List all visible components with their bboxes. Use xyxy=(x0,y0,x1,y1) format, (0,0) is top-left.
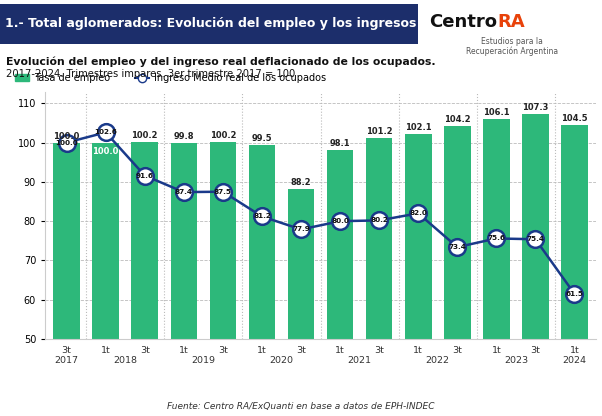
Text: 2019: 2019 xyxy=(191,356,216,364)
Text: 3t: 3t xyxy=(218,346,228,355)
Text: Estudios para la: Estudios para la xyxy=(481,37,542,46)
Text: 1t: 1t xyxy=(179,346,188,355)
Text: 80.2: 80.2 xyxy=(370,218,388,223)
Bar xyxy=(170,144,197,416)
Text: 1t: 1t xyxy=(335,346,345,355)
Text: 1t: 1t xyxy=(257,346,267,355)
Text: 98.1: 98.1 xyxy=(330,139,350,148)
Bar xyxy=(54,143,80,416)
Bar xyxy=(288,189,314,416)
Text: 88.2: 88.2 xyxy=(291,178,311,187)
Text: 1t: 1t xyxy=(101,346,111,355)
Text: 2017-2024. Trimestres impares. 3er trimestre 2017 = 100: 2017-2024. Trimestres impares. 3er trime… xyxy=(6,69,295,79)
Bar xyxy=(131,142,158,416)
Text: 2018: 2018 xyxy=(113,356,137,364)
Text: 99.5: 99.5 xyxy=(252,134,272,143)
Text: 2021: 2021 xyxy=(347,356,371,364)
Text: Centro: Centro xyxy=(429,13,497,31)
Bar xyxy=(561,125,588,416)
Text: 3t: 3t xyxy=(374,346,384,355)
Text: 106.1: 106.1 xyxy=(483,108,510,116)
Text: 3t: 3t xyxy=(61,346,72,355)
Text: 1t: 1t xyxy=(414,346,423,355)
Text: 82.0: 82.0 xyxy=(409,210,427,216)
Text: 3t: 3t xyxy=(452,346,462,355)
Text: 75.4: 75.4 xyxy=(527,236,544,242)
Text: Fuente: Centro RA/ExQuanti en base a datos de EPH-INDEC: Fuente: Centro RA/ExQuanti en base a dat… xyxy=(167,402,435,411)
Text: 75.6: 75.6 xyxy=(488,235,505,241)
Text: 100.0: 100.0 xyxy=(93,147,119,156)
Text: 2022: 2022 xyxy=(426,356,450,364)
Bar xyxy=(444,126,471,416)
Text: 102.6: 102.6 xyxy=(95,129,117,135)
Text: 87.5: 87.5 xyxy=(214,189,232,195)
Legend: Tasa de empleo, Ingreso Medio real de los ocupados: Tasa de empleo, Ingreso Medio real de lo… xyxy=(11,69,330,87)
Bar xyxy=(93,143,119,416)
Bar xyxy=(209,142,236,416)
Text: 2024: 2024 xyxy=(562,356,586,364)
Text: 100.0: 100.0 xyxy=(54,131,80,141)
Text: 73.4: 73.4 xyxy=(448,244,466,250)
Text: 100.2: 100.2 xyxy=(209,131,236,140)
Text: 81.2: 81.2 xyxy=(253,213,271,220)
Text: 99.8: 99.8 xyxy=(173,132,194,141)
Text: 3t: 3t xyxy=(530,346,541,355)
Text: Evolución del empleo y del ingreso real deflacionado de los ocupados.: Evolución del empleo y del ingreso real … xyxy=(6,56,436,67)
Bar xyxy=(366,138,393,416)
Text: 1t: 1t xyxy=(569,346,579,355)
Text: RA: RA xyxy=(497,13,525,31)
Bar xyxy=(327,150,353,416)
Text: 91.6: 91.6 xyxy=(136,173,154,178)
Bar xyxy=(522,114,548,416)
Text: 1.- Total aglomerados: Evolución del empleo y los ingresos: 1.- Total aglomerados: Evolución del emp… xyxy=(5,17,417,30)
Text: 3t: 3t xyxy=(296,346,306,355)
Text: 104.2: 104.2 xyxy=(444,115,471,124)
Text: 101.2: 101.2 xyxy=(366,127,393,136)
Text: 2020: 2020 xyxy=(270,356,294,364)
Text: Recuperación Argentina: Recuperación Argentina xyxy=(465,46,558,56)
Bar xyxy=(483,119,510,416)
Bar xyxy=(249,144,275,416)
Text: 2017: 2017 xyxy=(55,356,79,364)
Text: 100.2: 100.2 xyxy=(131,131,158,140)
Text: 61.5: 61.5 xyxy=(565,291,583,297)
Text: 100.0: 100.0 xyxy=(55,140,78,146)
Text: 107.3: 107.3 xyxy=(523,103,548,112)
Text: 77.9: 77.9 xyxy=(292,226,310,233)
Text: 3t: 3t xyxy=(140,346,150,355)
Text: 80.0: 80.0 xyxy=(331,218,349,224)
Text: 102.1: 102.1 xyxy=(405,124,432,132)
Bar xyxy=(405,134,432,416)
Text: 104.5: 104.5 xyxy=(561,114,588,123)
Text: 2023: 2023 xyxy=(504,356,528,364)
Text: 87.4: 87.4 xyxy=(175,189,193,195)
Text: 1t: 1t xyxy=(491,346,501,355)
